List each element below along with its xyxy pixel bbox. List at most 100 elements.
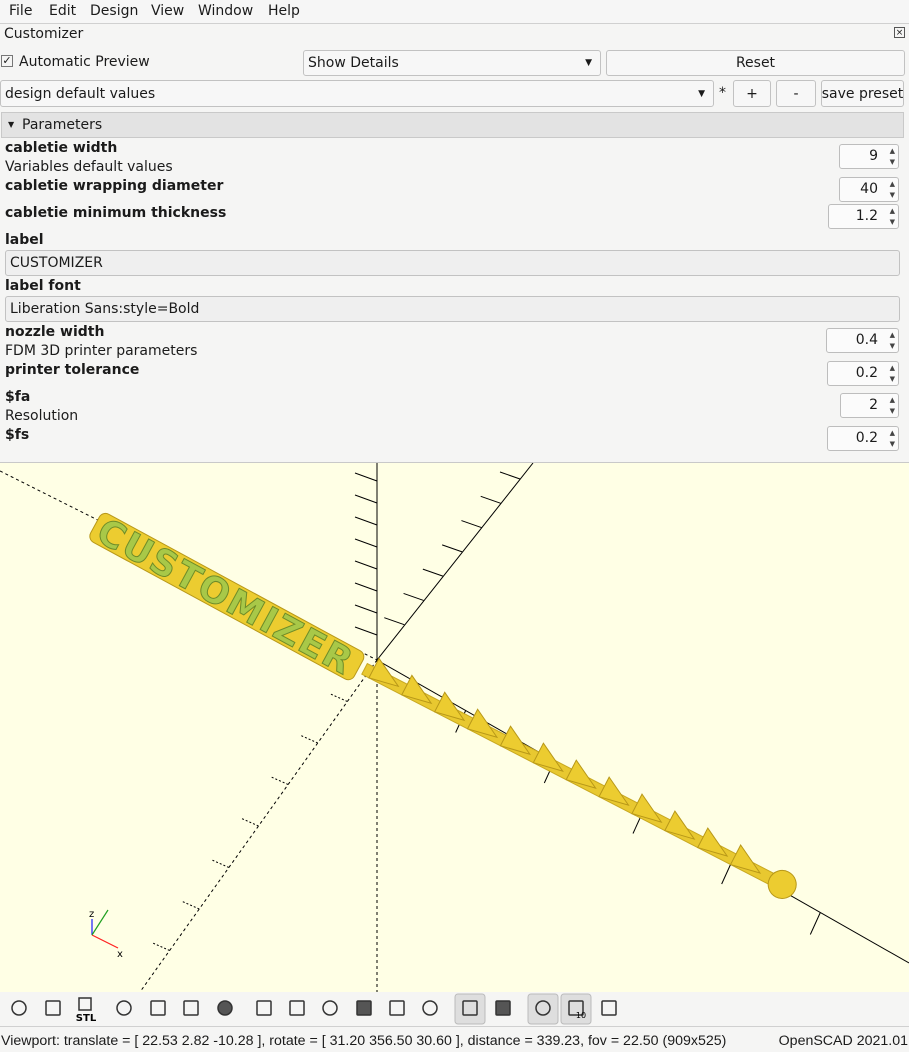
parameter-label: printer tolerance [5,362,140,378]
spin-arrows: ▲ ▼ [889,147,895,166]
toolbar-button-active[interactable] [527,993,559,1025]
spin-box[interactable]: 1.2 ▲ ▼ [828,204,899,229]
toolbar-icon[interactable] [495,1000,511,1016]
toolbar-icon[interactable] [183,1000,199,1016]
axis-tick [441,544,463,553]
spin-box[interactable]: 40 ▲ ▼ [839,177,899,202]
axis-tick [499,471,521,480]
spin-arrows: ▲ ▼ [889,180,895,199]
spin-box[interactable]: 9 ▲ ▼ [839,144,899,169]
parameter-label: $fs [5,427,30,443]
axis-tick [354,494,378,504]
toolbar-icon[interactable] [150,1000,166,1016]
dropdown-text: design default values [5,85,156,102]
toolbar-icon[interactable] [535,1000,551,1016]
toolbar-icon[interactable] [11,1000,27,1016]
spin-box[interactable]: 0.2 ▲ ▼ [827,361,899,386]
axis-tick [422,568,444,577]
toolbar-icon[interactable] [356,1000,372,1016]
cable-tooth [696,827,729,857]
menu-item[interactable]: Window [198,3,254,19]
toolbar-icon[interactable] [422,1000,438,1016]
version: OpenSCAD 2021.01 [778,1033,908,1049]
menu-item[interactable]: File [9,3,33,19]
toolbar-button-active[interactable] [454,993,486,1025]
spin-value: 1.2 [855,208,878,224]
axis-tick [384,617,405,626]
parameter-label: cabletie width [5,140,118,156]
toolbar-icon[interactable] [116,1000,132,1016]
menu-item[interactable]: Edit [49,3,77,19]
spin-box[interactable]: 0.2 ▲ ▼ [827,426,899,451]
spin-value: 0.4 [855,332,878,348]
menu-item[interactable]: Design [90,3,139,19]
axis-label: z [89,909,94,920]
details-dropdown[interactable]: Show Details ▼ [303,50,601,76]
save-preset-button[interactable]: save preset [821,80,904,107]
spin-value: 0.2 [855,365,878,381]
axis-label: x [117,949,123,960]
axis-tick [480,495,501,504]
remove-preset-button[interactable]: - [776,80,816,107]
checkbox-label[interactable]: Automatic Preview [19,54,150,70]
axis-tick [181,900,200,910]
add-preset-button[interactable]: + [733,80,771,107]
parameter-label: label font [5,278,81,294]
cable-tooth [729,844,762,874]
menu-bar: File Edit Design View Window Help [0,0,909,23]
toolbar-icon[interactable] [601,1000,617,1016]
parameter-label: label [5,232,44,248]
cable-tooth [532,742,564,773]
toolbar-icon-label: STL [76,1013,97,1024]
axis-tick [354,582,378,592]
spin-arrows: ▲ ▼ [889,396,895,415]
reset-button[interactable]: Reset [606,50,905,76]
axis-tick [240,817,259,827]
close-button[interactable]: × [894,27,905,38]
cable-tooth [565,759,597,790]
axis-tick [210,859,230,868]
toolbar-icon[interactable] [568,1000,584,1016]
toolbar-icon[interactable] [322,1000,338,1016]
menu-item[interactable]: View [151,3,185,19]
spin-box[interactable]: 2 ▲ ▼ [840,393,899,418]
spin-arrows: ▲ ▼ [889,429,895,448]
parameter-description: Resolution [5,408,79,424]
axis-tick [354,472,378,482]
preset-dropdown[interactable]: design default values ▼ [0,80,714,107]
menu-item[interactable]: Help [268,3,300,19]
toolbar: STL 10 [11,993,617,1025]
axis-tick [354,538,378,548]
cable-tooth [631,793,663,823]
checkbox[interactable]: ✓ [1,54,13,67]
toolbar-icon[interactable] [78,997,92,1011]
parameter-label: nozzle width [5,324,105,340]
spin-box[interactable]: 0.4 ▲ ▼ [826,328,899,353]
toolbar-icon[interactable] [289,1000,305,1016]
expand-arrow: ▼ [8,120,15,129]
axis-tick [403,592,424,601]
cable-tooth [598,776,630,806]
spin-arrows: ▲ ▼ [889,331,895,350]
group-header[interactable] [1,112,904,138]
axis-tick [809,912,821,935]
axis-tick [329,693,348,702]
text-input[interactable]: Liberation Sans:style=Bold [5,296,900,322]
splitter[interactable] [0,462,909,463]
panel-title: Customizer [4,26,84,42]
parameter-description: Variables default values [5,159,173,175]
modified-marker: * [719,85,726,101]
text-input[interactable]: CUSTOMIZER [5,250,900,276]
toolbar-icon[interactable] [389,1000,405,1016]
cable-tooth [466,708,499,739]
axis-tick [151,942,170,951]
toolbar-icon[interactable] [217,1000,233,1016]
spin-arrows: ▲ ▼ [889,364,895,383]
toolbar-icon[interactable] [256,1000,272,1016]
parameter-label: cabletie minimum thickness [5,205,227,221]
axis-tick [354,516,378,526]
toolbar-icon[interactable] [462,1000,478,1016]
group-title: Parameters [22,117,103,133]
toolbar-icon[interactable] [45,1000,61,1016]
